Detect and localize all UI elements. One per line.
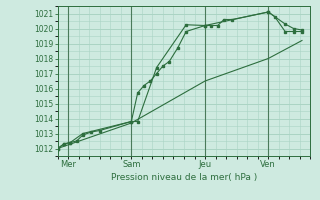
X-axis label: Pression niveau de la mer( hPa ): Pression niveau de la mer( hPa ) [111,173,257,182]
